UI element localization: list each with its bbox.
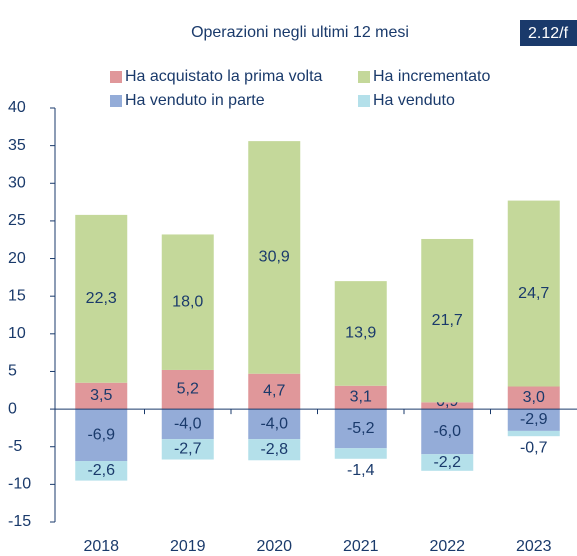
y-tick-label: 5 bbox=[8, 363, 17, 380]
x-tick-label: 2019 bbox=[170, 538, 206, 555]
x-tick-label: 2020 bbox=[256, 538, 292, 555]
bar-segment bbox=[75, 461, 128, 481]
bar-segment bbox=[507, 386, 560, 410]
bar-segment bbox=[507, 430, 560, 437]
value-label: 4,7 bbox=[263, 383, 285, 400]
value-label: 22,3 bbox=[86, 290, 117, 307]
bar-segment bbox=[334, 281, 387, 386]
value-label: 21,7 bbox=[432, 312, 463, 329]
y-tick-label: 15 bbox=[8, 287, 26, 304]
legend-swatch bbox=[358, 95, 370, 107]
value-label: 3,0 bbox=[523, 389, 545, 406]
badge-box bbox=[520, 20, 577, 46]
bar-segment bbox=[75, 409, 128, 462]
bar-segment bbox=[421, 454, 474, 471]
y-tick-label: 0 bbox=[8, 400, 17, 417]
bar-segment bbox=[161, 409, 214, 440]
value-label: -0,7 bbox=[520, 439, 548, 456]
legend-label: Ha venduto bbox=[373, 92, 455, 109]
legend-swatch bbox=[358, 71, 370, 83]
value-label: -2,6 bbox=[87, 462, 115, 479]
value-label: -1,4 bbox=[347, 462, 375, 479]
bar-segment bbox=[334, 385, 387, 410]
legend-swatch bbox=[110, 71, 122, 83]
badge: 2.12/f bbox=[528, 25, 569, 42]
value-label: -5,2 bbox=[347, 420, 375, 437]
y-tick-label: -5 bbox=[8, 438, 22, 455]
value-label: 13,9 bbox=[345, 325, 376, 342]
x-tick-label: 2022 bbox=[429, 538, 465, 555]
y-tick-label: -15 bbox=[8, 513, 31, 530]
legend-label: Ha incrementato bbox=[373, 68, 490, 85]
value-label: -2,2 bbox=[433, 454, 461, 471]
bar-segment bbox=[421, 238, 474, 403]
legend-label: Ha venduto in parte bbox=[125, 92, 265, 109]
bar-segment bbox=[75, 382, 128, 410]
y-tick-label: 10 bbox=[8, 325, 26, 342]
value-label: -2,8 bbox=[260, 441, 288, 458]
value-label: 24,7 bbox=[518, 285, 549, 302]
y-tick-label: 40 bbox=[8, 99, 26, 116]
bar-segment bbox=[248, 439, 301, 461]
legend-swatch bbox=[110, 95, 122, 107]
legend-label: Ha acquistato la prima volta bbox=[125, 68, 323, 85]
bar-segment bbox=[248, 373, 301, 410]
bar-segment bbox=[334, 409, 387, 449]
y-tick-label: 25 bbox=[8, 212, 26, 229]
value-label: -4,0 bbox=[174, 415, 202, 432]
bar-segment bbox=[161, 234, 214, 370]
bar-segment bbox=[161, 369, 214, 410]
value-label: -4,0 bbox=[260, 415, 288, 432]
value-label: -2,9 bbox=[520, 411, 548, 428]
value-label: 3,5 bbox=[90, 387, 112, 404]
bar-segment bbox=[421, 402, 474, 410]
chart-title: Operazioni negli ultimi 12 mesi bbox=[191, 24, 409, 41]
value-label: 18,0 bbox=[172, 293, 203, 310]
y-tick-label: 35 bbox=[8, 137, 26, 154]
bar-segment bbox=[248, 141, 301, 374]
y-tick-label: 30 bbox=[8, 174, 26, 191]
value-label: 3,1 bbox=[350, 389, 372, 406]
value-label: -2,7 bbox=[174, 441, 202, 458]
bar-segment bbox=[334, 448, 387, 459]
x-tick-label: 2023 bbox=[516, 538, 552, 555]
bar-segment bbox=[507, 200, 560, 387]
bar-segment bbox=[161, 439, 214, 460]
y-tick-label: -10 bbox=[8, 476, 31, 493]
x-tick-label: 2018 bbox=[83, 538, 119, 555]
value-label: 5,2 bbox=[177, 381, 199, 398]
bar-segment bbox=[421, 409, 474, 455]
bar-segment bbox=[248, 409, 301, 440]
x-tick-label: 2021 bbox=[343, 538, 379, 555]
value-label: -6,9 bbox=[87, 426, 115, 443]
bar-segment bbox=[507, 409, 560, 431]
y-tick-label: 20 bbox=[8, 250, 26, 267]
bar-segment bbox=[75, 214, 128, 383]
value-label: 30,9 bbox=[259, 249, 290, 266]
value-label: -6,0 bbox=[433, 423, 461, 440]
